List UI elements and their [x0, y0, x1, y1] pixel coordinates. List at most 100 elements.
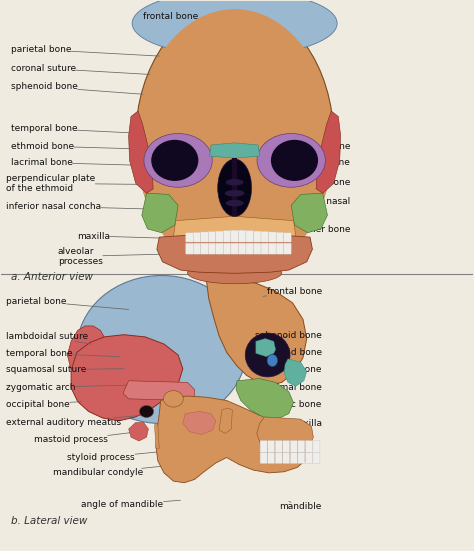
- Text: nasal bone: nasal bone: [269, 365, 322, 374]
- Polygon shape: [71, 334, 183, 421]
- FancyBboxPatch shape: [186, 243, 193, 254]
- Text: zygomatic bone: zygomatic bone: [278, 178, 350, 187]
- FancyBboxPatch shape: [313, 440, 320, 452]
- Polygon shape: [232, 158, 237, 217]
- Text: inferior nasal concha: inferior nasal concha: [6, 202, 176, 211]
- Polygon shape: [236, 379, 293, 419]
- Polygon shape: [284, 359, 307, 386]
- FancyBboxPatch shape: [201, 243, 208, 254]
- Text: angle of mandible: angle of mandible: [82, 500, 181, 509]
- Polygon shape: [123, 381, 195, 401]
- Text: nasal bone: nasal bone: [273, 142, 350, 150]
- Polygon shape: [219, 408, 232, 434]
- Text: perpendicular plate
of the ethmoid: perpendicular plate of the ethmoid: [6, 174, 204, 193]
- FancyBboxPatch shape: [269, 243, 276, 254]
- FancyBboxPatch shape: [193, 243, 201, 254]
- Text: ethmoid bone: ethmoid bone: [11, 142, 157, 150]
- Polygon shape: [157, 233, 312, 273]
- FancyBboxPatch shape: [216, 231, 223, 242]
- Polygon shape: [291, 193, 328, 233]
- Polygon shape: [128, 111, 153, 193]
- Text: sphenoid bone: sphenoid bone: [11, 83, 147, 95]
- FancyBboxPatch shape: [305, 440, 312, 452]
- Ellipse shape: [136, 9, 333, 277]
- Polygon shape: [156, 396, 311, 483]
- FancyBboxPatch shape: [246, 231, 254, 242]
- Text: lacrimal bone: lacrimal bone: [11, 158, 162, 167]
- Text: occipital bone: occipital bone: [6, 400, 82, 409]
- FancyBboxPatch shape: [305, 452, 312, 463]
- Text: lambdoidal suture: lambdoidal suture: [6, 332, 91, 344]
- Text: squamosal suture: squamosal suture: [6, 365, 124, 374]
- Text: coronal suture: coronal suture: [11, 64, 157, 75]
- FancyBboxPatch shape: [261, 231, 269, 242]
- FancyBboxPatch shape: [269, 232, 276, 242]
- Polygon shape: [316, 111, 341, 193]
- FancyBboxPatch shape: [283, 440, 290, 452]
- Polygon shape: [257, 417, 313, 455]
- FancyBboxPatch shape: [276, 233, 283, 242]
- Text: vomer bone: vomer bone: [268, 225, 350, 235]
- Text: alveolar
processes: alveolar processes: [58, 247, 185, 266]
- Polygon shape: [249, 347, 274, 370]
- Ellipse shape: [164, 391, 183, 407]
- Text: superior nasal
concha: superior nasal concha: [286, 197, 350, 216]
- Text: parietal bone: parietal bone: [11, 45, 162, 56]
- FancyBboxPatch shape: [283, 243, 291, 254]
- Ellipse shape: [132, 0, 337, 56]
- Ellipse shape: [226, 200, 244, 207]
- Polygon shape: [155, 425, 159, 448]
- FancyBboxPatch shape: [208, 231, 216, 242]
- Polygon shape: [142, 193, 178, 233]
- Text: temporal bone: temporal bone: [6, 349, 119, 358]
- Text: sphenoid bone: sphenoid bone: [255, 331, 322, 341]
- Ellipse shape: [257, 133, 325, 187]
- Ellipse shape: [225, 190, 245, 197]
- Ellipse shape: [226, 179, 244, 186]
- FancyBboxPatch shape: [216, 243, 223, 254]
- Text: maxilla: maxilla: [77, 231, 185, 241]
- FancyBboxPatch shape: [268, 440, 275, 452]
- Ellipse shape: [245, 333, 290, 377]
- Text: mandibular condyle: mandibular condyle: [53, 466, 162, 477]
- FancyBboxPatch shape: [298, 440, 305, 452]
- FancyBboxPatch shape: [283, 452, 290, 463]
- Text: a. Anterior view: a. Anterior view: [11, 272, 93, 282]
- FancyBboxPatch shape: [268, 452, 275, 463]
- Text: parietal bone: parietal bone: [6, 297, 128, 310]
- Text: external auditory meatus: external auditory meatus: [6, 415, 143, 427]
- Polygon shape: [128, 423, 148, 441]
- FancyBboxPatch shape: [254, 243, 261, 254]
- Text: zygomatic arch: zygomatic arch: [6, 383, 128, 392]
- Polygon shape: [206, 280, 307, 385]
- FancyBboxPatch shape: [254, 231, 261, 242]
- Text: sphenoid bone: sphenoid bone: [283, 158, 350, 167]
- Text: lacrimal bone: lacrimal bone: [260, 382, 322, 392]
- FancyBboxPatch shape: [290, 452, 297, 463]
- Text: temporal bone: temporal bone: [11, 124, 133, 133]
- Text: mandible: mandible: [280, 501, 322, 511]
- FancyBboxPatch shape: [186, 233, 193, 242]
- FancyBboxPatch shape: [238, 243, 246, 254]
- Text: frontal bone: frontal bone: [143, 12, 237, 25]
- Text: ethmoid bone: ethmoid bone: [259, 348, 322, 356]
- FancyBboxPatch shape: [223, 243, 231, 254]
- Polygon shape: [173, 217, 296, 245]
- FancyBboxPatch shape: [275, 452, 282, 463]
- Polygon shape: [183, 412, 216, 435]
- Text: maxilla: maxilla: [289, 419, 322, 428]
- FancyBboxPatch shape: [298, 452, 305, 463]
- FancyBboxPatch shape: [193, 233, 201, 242]
- FancyBboxPatch shape: [231, 230, 238, 242]
- Polygon shape: [67, 326, 104, 370]
- Ellipse shape: [139, 406, 154, 418]
- FancyBboxPatch shape: [260, 452, 267, 463]
- FancyBboxPatch shape: [261, 243, 269, 254]
- Ellipse shape: [267, 354, 277, 366]
- FancyBboxPatch shape: [246, 243, 254, 254]
- Text: styloid process: styloid process: [67, 452, 157, 462]
- Polygon shape: [256, 338, 276, 356]
- FancyBboxPatch shape: [275, 440, 282, 452]
- Text: frontal bone: frontal bone: [263, 288, 322, 296]
- Text: mandible: mandible: [251, 256, 293, 265]
